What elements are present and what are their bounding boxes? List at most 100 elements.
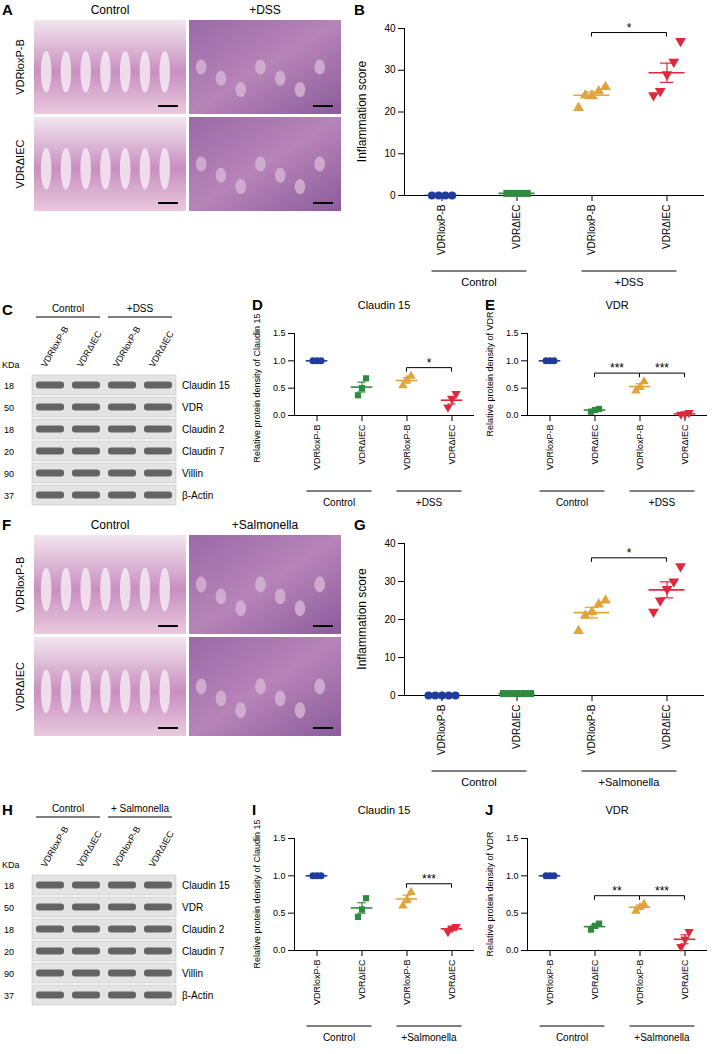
svg-text:37: 37 (4, 491, 14, 501)
svg-text:1.5: 1.5 (506, 328, 519, 338)
svg-text:VDRloxP-B: VDRloxP-B (436, 704, 447, 755)
svg-text:Control: Control (52, 803, 84, 814)
svg-text:***: *** (610, 361, 624, 375)
svg-text:VDR: VDR (605, 804, 628, 816)
svg-text:Claudin 7: Claudin 7 (182, 946, 225, 957)
svg-text:+ Salmonella: + Salmonella (111, 803, 170, 814)
svg-text:VDRΔIEC: VDRΔIEC (447, 959, 457, 1000)
svg-text:0.0: 0.0 (506, 945, 519, 955)
svg-text:β-Actin: β-Actin (182, 490, 213, 501)
svg-text:50: 50 (4, 903, 14, 913)
svg-text:Control: Control (91, 3, 130, 17)
svg-text:VDRloxP-B: VDRloxP-B (402, 960, 412, 1006)
svg-text:VDRΔIEC: VDRΔIEC (75, 329, 104, 369)
svg-text:VDRloxP-B: VDRloxP-B (586, 704, 597, 755)
svg-text:VDR: VDR (182, 902, 203, 913)
svg-text:20: 20 (4, 947, 14, 957)
svg-text:*: * (627, 546, 632, 560)
svg-text:KDa: KDa (2, 360, 20, 370)
svg-text:+DSS: +DSS (249, 3, 281, 17)
svg-text:+DSS: +DSS (614, 276, 643, 288)
svg-text:18: 18 (4, 425, 14, 435)
svg-text:VDR: VDR (182, 402, 203, 413)
svg-text:+Salmonella: +Salmonella (401, 1032, 457, 1043)
svg-text:10: 10 (384, 652, 396, 663)
svg-text:Control: Control (52, 303, 84, 314)
svg-text:VDRloxP-B: VDRloxP-B (402, 425, 412, 471)
svg-text:1.0: 1.0 (273, 356, 286, 366)
svg-text:VDRΔIEC: VDRΔIEC (14, 662, 26, 711)
svg-text:**: ** (612, 884, 622, 898)
svg-text:0.5: 0.5 (273, 383, 286, 393)
svg-text:40: 40 (384, 538, 396, 549)
svg-text:Claudin 15: Claudin 15 (358, 804, 411, 816)
svg-text:VDRΔIEC: VDRΔIEC (447, 424, 457, 465)
svg-text:Relative protein density of Cl: Relative protein density of Claudin 15 (252, 819, 262, 968)
svg-text:18: 18 (4, 925, 14, 935)
svg-text:Claudin 15: Claudin 15 (182, 880, 230, 891)
svg-text:VDRΔIEC: VDRΔIEC (147, 329, 176, 369)
svg-text:VDRloxP-B: VDRloxP-B (111, 325, 142, 369)
svg-text:Control: Control (323, 1032, 355, 1043)
svg-text:Control: Control (91, 518, 130, 532)
svg-text:VDRΔIEC: VDRΔIEC (590, 959, 600, 1000)
svg-text:+DSS: +DSS (127, 303, 154, 314)
svg-text:VDRΔIEC: VDRΔIEC (661, 705, 672, 749)
svg-text:VDRloxP-B: VDRloxP-B (635, 960, 645, 1006)
svg-text:VDRloxP-B: VDRloxP-B (14, 39, 26, 95)
svg-text:VDRΔIEC: VDRΔIEC (590, 424, 600, 465)
svg-text:50: 50 (4, 403, 14, 413)
svg-text:VDRloxP-B: VDRloxP-B (14, 557, 26, 613)
svg-text:Claudin 7: Claudin 7 (182, 446, 225, 457)
svg-text:+Salmonella: +Salmonella (232, 518, 299, 532)
svg-text:VDRloxP-B: VDRloxP-B (39, 825, 70, 869)
svg-text:VDRΔIEC: VDRΔIEC (357, 959, 367, 1000)
svg-text:18: 18 (4, 881, 14, 891)
svg-text:1.5: 1.5 (273, 833, 286, 843)
svg-text:*: * (427, 356, 432, 370)
svg-text:20: 20 (4, 447, 14, 457)
svg-text:β-Actin: β-Actin (182, 990, 213, 1001)
svg-text:10: 10 (384, 148, 396, 159)
svg-text:1.5: 1.5 (506, 833, 519, 843)
svg-text:30: 30 (384, 64, 396, 75)
svg-text:+DSS: +DSS (416, 497, 443, 508)
svg-text:+DSS: +DSS (649, 497, 676, 508)
svg-text:***: *** (655, 884, 669, 898)
svg-text:0.0: 0.0 (273, 945, 286, 955)
svg-text:90: 90 (4, 469, 14, 479)
svg-text:VDRΔIEC: VDRΔIEC (75, 829, 104, 869)
svg-text:VDRΔIEC: VDRΔIEC (357, 424, 367, 465)
svg-text:VDRloxP-B: VDRloxP-B (635, 425, 645, 471)
svg-text:Control: Control (556, 1032, 588, 1043)
svg-text:1.0: 1.0 (506, 871, 519, 881)
svg-text:Claudin 15: Claudin 15 (358, 299, 411, 311)
svg-text:Control: Control (461, 776, 496, 788)
svg-text:1.5: 1.5 (273, 328, 286, 338)
svg-text:VDRΔIEC: VDRΔIEC (14, 139, 26, 188)
svg-text:90: 90 (4, 969, 14, 979)
svg-text:Control: Control (323, 497, 355, 508)
svg-text:VDRΔIEC: VDRΔIEC (680, 424, 690, 465)
svg-text:Relative protein density of VD: Relative protein density of VDR (485, 311, 495, 437)
svg-text:Villin: Villin (182, 468, 203, 479)
svg-text:0.5: 0.5 (273, 908, 286, 918)
svg-text:VDRΔIEC: VDRΔIEC (680, 959, 690, 1000)
svg-text:VDRloxP-B: VDRloxP-B (111, 825, 142, 869)
svg-text:Control: Control (461, 276, 496, 288)
svg-text:*: * (627, 21, 632, 35)
svg-text:VDRloxP-B: VDRloxP-B (436, 204, 447, 255)
svg-text:40: 40 (384, 23, 396, 34)
svg-text:1.0: 1.0 (273, 871, 286, 881)
svg-text:Inflammation score: Inflammation score (355, 60, 369, 162)
svg-text:Claudin 2: Claudin 2 (182, 424, 225, 435)
svg-text:0.0: 0.0 (273, 410, 286, 420)
svg-text:18: 18 (4, 381, 14, 391)
svg-text:+Salmonella: +Salmonella (599, 776, 661, 788)
svg-text:***: *** (655, 361, 669, 375)
svg-text:30: 30 (384, 576, 396, 587)
svg-text:VDRloxP-B: VDRloxP-B (39, 325, 70, 369)
svg-text:Villin: Villin (182, 968, 203, 979)
svg-text:VDRΔIEC: VDRΔIEC (511, 705, 522, 749)
svg-text:VDRloxP-B: VDRloxP-B (312, 960, 322, 1006)
